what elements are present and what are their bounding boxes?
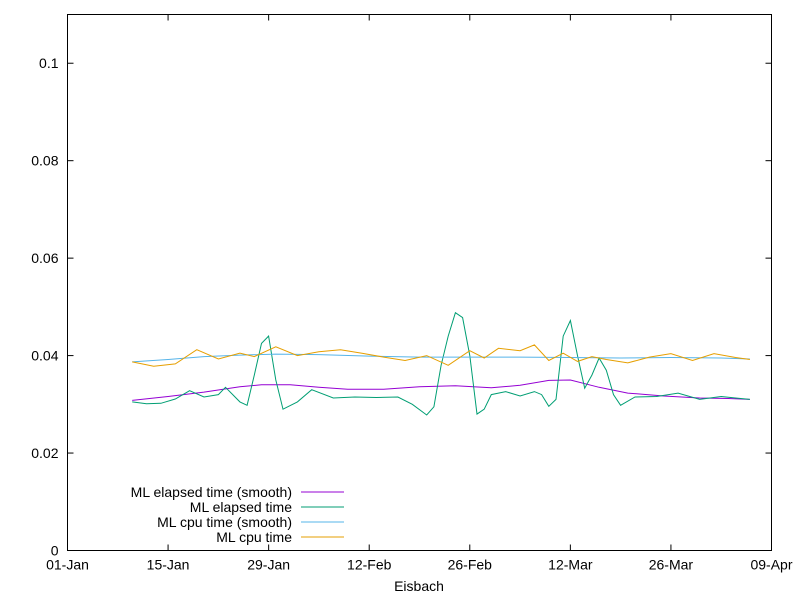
series-line-1	[132, 311, 750, 416]
series-line-3	[132, 344, 750, 367]
y-tick-label: 0.02	[31, 445, 58, 461]
x-tick-label: 26-Feb	[448, 557, 493, 573]
series-lines	[132, 311, 750, 416]
x-tick-label: 29-Jan	[247, 557, 290, 573]
y-tick-label: 0	[51, 543, 59, 559]
y-tick-label: 0.1	[39, 55, 59, 71]
x-tick-label: 12-Feb	[347, 557, 392, 573]
x-axis: 01-Jan 15-Jan 29-Jan 12-Feb 26-Feb 12-Mar 26-M…	[46, 14, 793, 573]
y-tick-label: 0.06	[31, 250, 58, 266]
series-line-2	[132, 353, 750, 363]
legend-label: ML elapsed time	[190, 499, 292, 515]
y-tick-label: 0.08	[31, 153, 58, 169]
legend-label: ML cpu time (smooth)	[157, 514, 292, 530]
x-tick-label: 12-Mar	[548, 557, 593, 573]
x-tick-label: 01-Jan	[46, 557, 89, 573]
x-tick-label: 09-Apr	[750, 557, 792, 573]
legend: ML elapsed time (smooth)ML elapsed timeM…	[131, 484, 344, 545]
x-tick-label: 15-Jan	[147, 557, 190, 573]
plot-frame	[67, 14, 772, 551]
y-axis: 0 0.02 0.04 0.06 0.08 0.1	[31, 55, 772, 559]
x-tick-label: 26-Mar	[649, 557, 694, 573]
series-line-0	[132, 379, 750, 401]
legend-label: ML cpu time	[216, 529, 292, 545]
x-axis-label: Eisbach	[394, 578, 444, 594]
y-tick-label: 0.04	[31, 348, 58, 364]
legend-label: ML elapsed time (smooth)	[131, 484, 292, 500]
